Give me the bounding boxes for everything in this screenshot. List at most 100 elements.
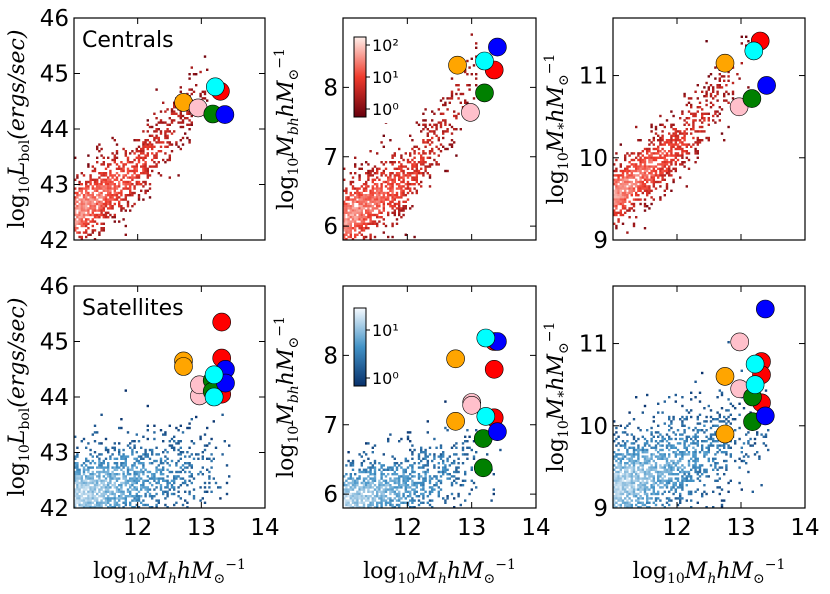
heatmap-cell — [683, 424, 686, 427]
heatmap-cell — [362, 477, 366, 480]
heatmap-cell — [104, 189, 108, 192]
heatmap-cell — [650, 497, 653, 500]
heatmap-cell — [113, 158, 116, 162]
heatmap-cell — [402, 475, 405, 478]
heatmap-cell — [450, 77, 454, 80]
heatmap-cell — [104, 198, 108, 201]
heatmap-cell — [650, 123, 653, 126]
heatmap-cell — [120, 178, 123, 181]
heatmap-cell — [93, 424, 97, 427]
heatmap-cell — [712, 468, 715, 471]
heatmap-cell — [681, 420, 684, 423]
heatmap-cell — [723, 499, 726, 502]
heatmap-cell — [382, 464, 385, 467]
heatmap-cell — [615, 488, 618, 491]
heatmap-cell — [455, 446, 458, 449]
heatmap-cell — [643, 205, 647, 208]
heatmap-cell — [654, 462, 658, 465]
heatmap-cell — [382, 468, 385, 471]
heatmap-cell — [93, 207, 97, 210]
heatmap-cell — [643, 187, 647, 190]
heatmap-cell — [197, 453, 200, 456]
heatmap-cell — [345, 198, 348, 201]
heatmap-cell — [376, 169, 379, 173]
heatmap-cell — [76, 475, 79, 478]
heatmap-cell — [725, 466, 728, 469]
heatmap-cell — [409, 174, 412, 177]
heatmap-cell — [173, 481, 176, 485]
heatmap-cell — [406, 490, 410, 493]
heatmap-cell — [170, 446, 174, 449]
heatmap-cell — [453, 479, 456, 482]
heatmap-cell — [199, 499, 202, 502]
heatmap-cell — [637, 169, 640, 173]
heatmap-cell — [406, 161, 410, 164]
heatmap-cell — [135, 176, 138, 179]
heatmap-cell — [113, 477, 116, 480]
heatmap-cell — [126, 479, 130, 482]
heatmap-cell — [391, 207, 394, 210]
heatmap-cell — [720, 393, 724, 397]
heatmap-cell — [404, 468, 407, 471]
heatmap-cell — [343, 481, 346, 485]
heatmap-cell — [641, 451, 644, 454]
heatmap-cell — [626, 468, 629, 471]
heatmap-cell — [422, 172, 425, 175]
heatmap-cell — [96, 455, 99, 458]
heatmap-cell — [89, 477, 92, 480]
heatmap-cell — [424, 464, 427, 467]
heatmap-cell — [431, 136, 434, 140]
heatmap-cell — [228, 444, 231, 447]
heatmap-cell — [371, 167, 374, 170]
heatmap-cell — [360, 464, 363, 467]
heatmap-cell — [729, 455, 732, 458]
heatmap-cell — [674, 163, 677, 166]
heatmap-cell — [166, 490, 169, 493]
heatmap-cell — [360, 501, 363, 504]
heatmap-cell — [360, 488, 363, 491]
heatmap-cell — [714, 453, 717, 456]
heatmap-cell — [107, 189, 110, 192]
heatmap-cell — [170, 132, 174, 135]
heatmap-cell — [151, 134, 154, 137]
heatmap-cell — [142, 479, 145, 482]
heatmap-cell — [85, 464, 88, 467]
heatmap-cell — [428, 165, 432, 168]
heatmap-cell — [195, 453, 198, 456]
heatmap-cell — [400, 497, 403, 500]
data-point — [715, 367, 735, 386]
heatmap-cell — [140, 172, 143, 175]
heatmap-cell — [345, 189, 348, 192]
heatmap-cell — [124, 389, 127, 392]
heatmap-cell — [661, 453, 664, 456]
heatmap-cell — [159, 459, 163, 463]
heatmap-cell — [166, 145, 169, 148]
heatmap-cell — [380, 477, 383, 480]
heatmap-cell — [168, 440, 171, 443]
heatmap-cell — [126, 169, 130, 173]
heatmap-cell — [347, 207, 350, 210]
heatmap-cell — [155, 128, 158, 131]
heatmap-cell — [373, 497, 377, 500]
plot-area — [74, 312, 235, 508]
heatmap-cell — [665, 446, 669, 449]
heatmap-cell — [621, 440, 625, 443]
heatmap-cell — [439, 121, 443, 124]
heatmap-cell — [349, 213, 352, 217]
heatmap-cell — [450, 97, 454, 100]
heatmap-cell — [472, 64, 476, 67]
heatmap-cell — [720, 503, 724, 507]
heatmap-cell — [126, 455, 130, 458]
heatmap-cell — [115, 479, 119, 482]
heatmap-cell — [120, 495, 123, 498]
heatmap-cell — [393, 167, 396, 170]
heatmap-cell — [411, 457, 414, 460]
heatmap-cell — [137, 470, 141, 474]
heatmap-cell — [345, 464, 348, 467]
heatmap-cell — [111, 446, 114, 449]
heatmap-cell — [668, 437, 671, 441]
heatmap-cell — [365, 187, 368, 190]
heatmap-cell — [100, 488, 103, 491]
heatmap-cell — [709, 442, 713, 445]
